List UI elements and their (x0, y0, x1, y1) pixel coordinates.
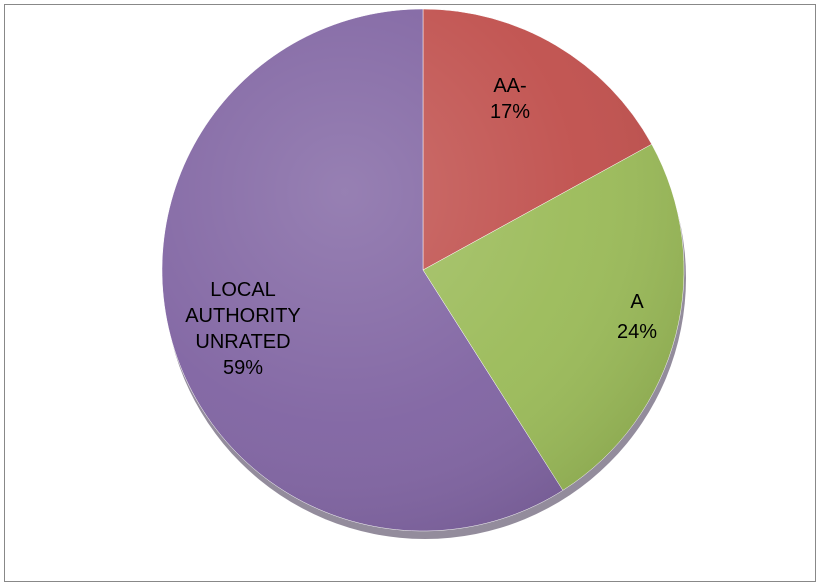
slice-label-a: A 24% (617, 291, 657, 343)
slice-label-local-authority-unrated: LOCAL AUTHORITY UNRATED 59% (185, 279, 301, 379)
pie-gloss-overlay (162, 9, 684, 531)
pie-slices (161, 8, 685, 532)
slice-label-aa: AA-17% (490, 75, 530, 123)
pie-labels: AA-17% A 24% LOCAL AUTHORITY UNRATED 59% (185, 75, 657, 379)
